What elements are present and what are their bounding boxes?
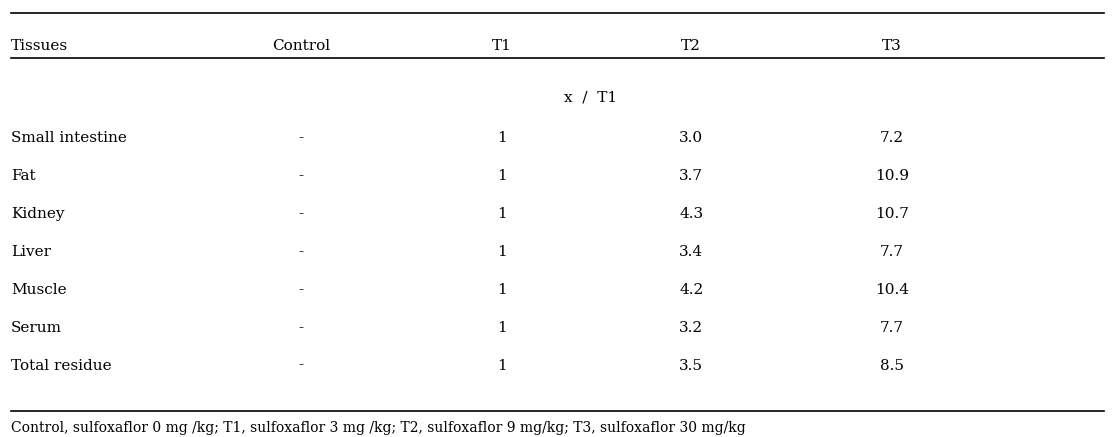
Text: Fat: Fat	[11, 169, 36, 183]
Text: Liver: Liver	[11, 245, 51, 259]
Text: 7.7: 7.7	[880, 245, 904, 259]
Text: 10.4: 10.4	[875, 283, 909, 297]
Text: 7.7: 7.7	[880, 321, 904, 335]
Text: 3.2: 3.2	[679, 321, 704, 335]
Text: 1: 1	[497, 321, 506, 335]
Text: 10.9: 10.9	[875, 169, 909, 183]
Text: -: -	[299, 245, 303, 259]
Text: 4.2: 4.2	[679, 283, 704, 297]
Text: Control: Control	[272, 39, 330, 53]
Text: Tissues: Tissues	[11, 39, 68, 53]
Text: -: -	[299, 169, 303, 183]
Text: 8.5: 8.5	[880, 358, 904, 372]
Text: x  /  T1: x / T1	[564, 90, 618, 104]
Text: Control, sulfoxaflor 0 mg /kg; T1, sulfoxaflor 3 mg /kg; T2, sulfoxaflor 9 mg/kg: Control, sulfoxaflor 0 mg /kg; T1, sulfo…	[11, 421, 746, 435]
Text: 3.4: 3.4	[679, 245, 704, 259]
Text: Total residue: Total residue	[11, 358, 112, 372]
Text: 1: 1	[497, 283, 506, 297]
Text: Serum: Serum	[11, 321, 62, 335]
Text: T3: T3	[882, 39, 902, 53]
Text: 4.3: 4.3	[679, 207, 704, 221]
Text: Kidney: Kidney	[11, 207, 65, 221]
Text: -: -	[299, 321, 303, 335]
Text: -: -	[299, 207, 303, 221]
Text: 3.5: 3.5	[679, 358, 704, 372]
Text: 1: 1	[497, 358, 506, 372]
Text: -: -	[299, 358, 303, 372]
Text: Small intestine: Small intestine	[11, 131, 127, 145]
Text: 1: 1	[497, 245, 506, 259]
Text: 3.7: 3.7	[679, 169, 704, 183]
Text: 1: 1	[497, 131, 506, 145]
Text: 10.7: 10.7	[875, 207, 909, 221]
Text: 1: 1	[497, 169, 506, 183]
Text: -: -	[299, 131, 303, 145]
Text: 7.2: 7.2	[880, 131, 904, 145]
Text: 1: 1	[497, 207, 506, 221]
Text: 3.0: 3.0	[679, 131, 704, 145]
Text: T1: T1	[492, 39, 512, 53]
Text: T2: T2	[681, 39, 701, 53]
Text: -: -	[299, 283, 303, 297]
Text: Muscle: Muscle	[11, 283, 67, 297]
